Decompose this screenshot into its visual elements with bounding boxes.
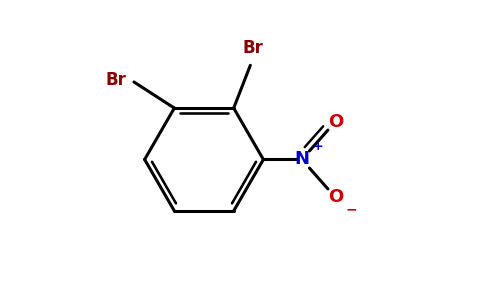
Text: O: O	[328, 188, 343, 206]
Text: +: +	[312, 140, 323, 153]
Text: −: −	[346, 202, 358, 216]
Text: Br: Br	[242, 39, 263, 57]
Text: Br: Br	[106, 70, 126, 88]
Text: N: N	[295, 151, 310, 169]
Text: O: O	[328, 112, 343, 130]
